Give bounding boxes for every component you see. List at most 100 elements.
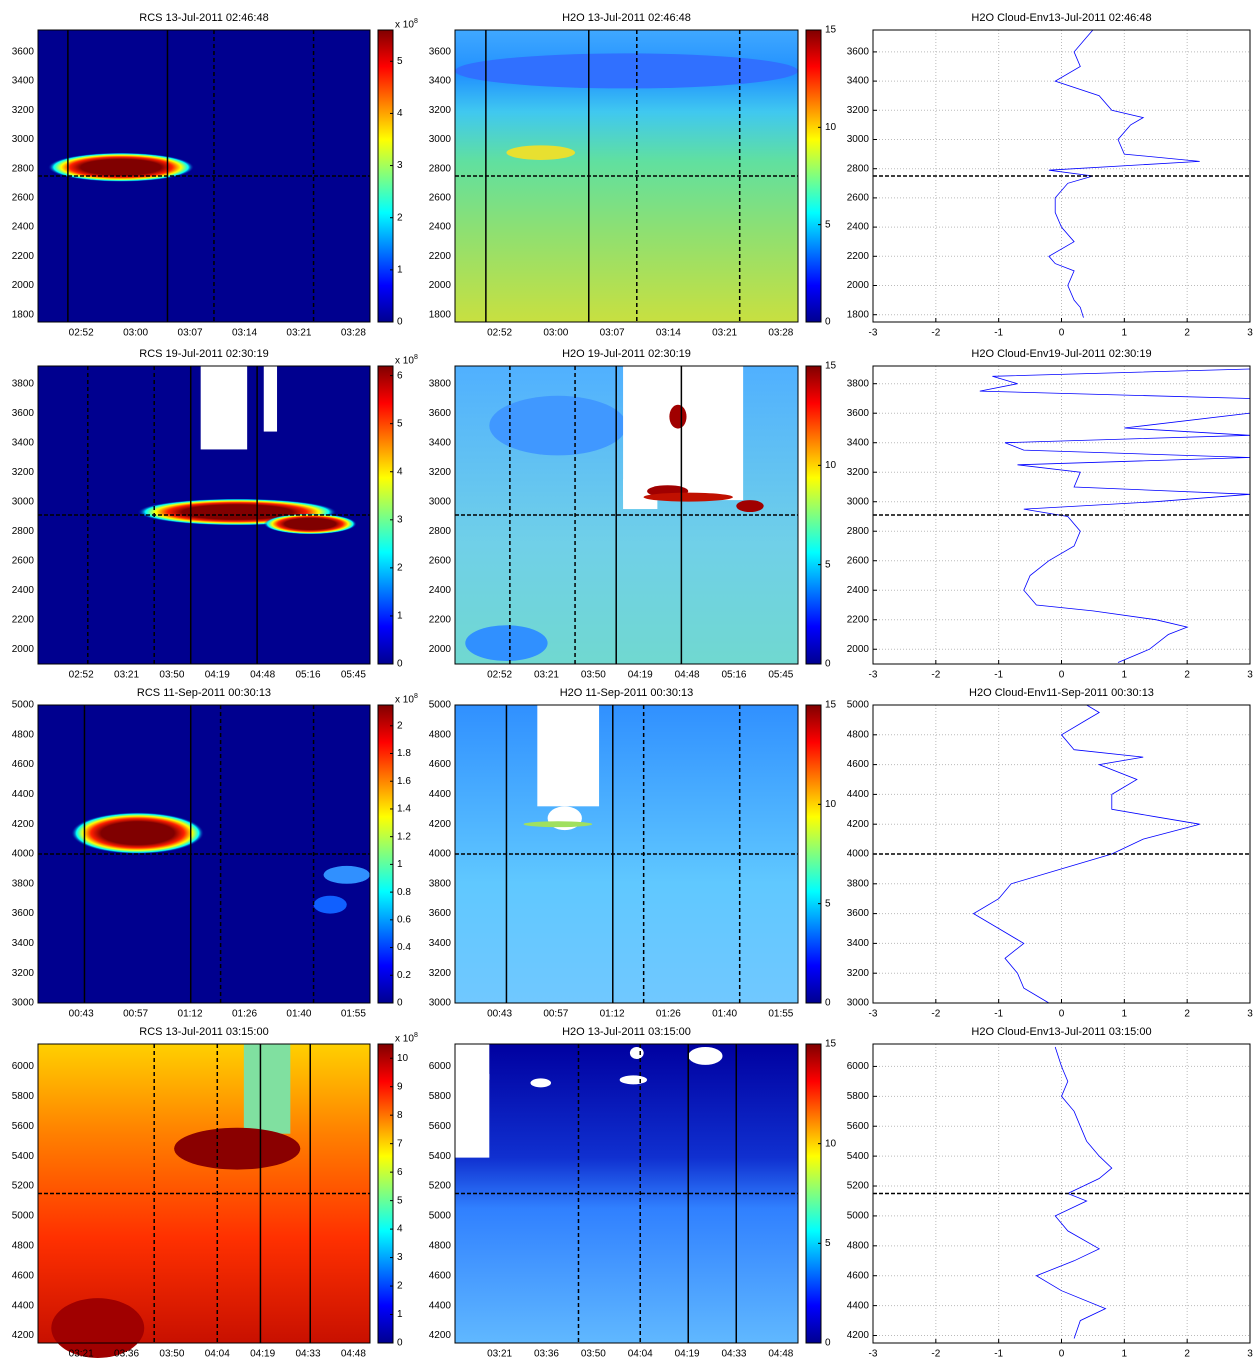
- panel: H2O Cloud-Env19-Jul-2011 02:30:19 2000 220…: [847, 348, 1253, 681]
- x-tick-label: 03:14: [656, 328, 681, 339]
- colorbar-tick-label: 10: [825, 1138, 837, 1149]
- panel-title: RCS 11-Sep-2011 00:30:13: [137, 687, 271, 699]
- y-tick-label: 3600: [12, 408, 35, 419]
- y-tick-label: 3400: [847, 76, 870, 87]
- panel-title: RCS 19-Jul-2011 02:30:19: [139, 348, 268, 360]
- x-tick-label: 04:19: [205, 670, 230, 681]
- axes-frame: [37, 1043, 371, 1344]
- x-tick-label: 1: [1122, 670, 1128, 681]
- x-tick-label: -2: [931, 328, 940, 339]
- panel: H2O 11-Sep-2011 00:30:13 3000 3200 3400 3600…: [429, 687, 837, 1020]
- panel-title: H2O Cloud-Env11-Sep-2011 00:30:13: [969, 687, 1154, 699]
- x-tick-label: 05:45: [768, 670, 793, 681]
- x-tick-label: 04:04: [628, 1349, 653, 1359]
- x-tick-label: 01:40: [712, 1009, 737, 1020]
- x-tick-label: 04:19: [675, 1349, 700, 1359]
- x-tick-label: 0: [1059, 328, 1065, 339]
- missing-data: [619, 1075, 648, 1085]
- colorbar: [805, 704, 822, 1004]
- y-tick-label: 5600: [12, 1121, 35, 1132]
- x-tick-label: 05:16: [721, 670, 746, 681]
- y-tick-label: 5000: [429, 1211, 452, 1222]
- y-tick-label: 2600: [12, 193, 35, 204]
- y-tick-label: 4600: [12, 1270, 35, 1281]
- y-tick-label: 3200: [847, 968, 870, 979]
- x-tick-label: 03:50: [159, 1349, 184, 1359]
- x-tick-label: 03:07: [178, 328, 203, 339]
- colorbar-tick-label: 1.4: [397, 804, 411, 815]
- x-tick-label: 0: [1059, 1349, 1065, 1359]
- y-tick-label: 3400: [12, 437, 35, 448]
- y-tick-label: 3000: [12, 998, 35, 1009]
- x-tick-label: 02:52: [487, 670, 512, 681]
- y-tick-label: 3600: [12, 47, 35, 58]
- y-tick-label: 4200: [429, 1330, 452, 1341]
- y-tick-label: 3600: [847, 908, 870, 919]
- y-tick-label: 2600: [847, 555, 870, 566]
- y-tick-label: 3200: [12, 105, 35, 116]
- y-tick-label: 4400: [429, 1300, 452, 1311]
- x-tick-label: 04:19: [250, 1349, 275, 1359]
- y-tick-label: 2200: [847, 614, 870, 625]
- x-tick-label: 1: [1122, 328, 1128, 339]
- y-tick-label: 5600: [429, 1121, 452, 1132]
- x-tick-label: 04:48: [768, 1349, 793, 1359]
- heatmap-feature: [736, 500, 764, 513]
- y-tick-label: 4400: [12, 1300, 35, 1311]
- colorbar-multiplier: x 10: [395, 20, 414, 31]
- y-tick-label: 4800: [12, 729, 35, 740]
- y-tick-label: 2400: [429, 222, 452, 233]
- x-tick-label: 03:21: [286, 328, 311, 339]
- colorbar-tick-label: 0.6: [397, 914, 411, 925]
- colorbar-tick-label: 1.6: [397, 776, 411, 787]
- y-tick-label: 5000: [12, 700, 35, 711]
- heatmap-feature: [71, 812, 204, 854]
- x-tick-label: 01:12: [600, 1009, 625, 1020]
- colorbar-tick-label: 15: [825, 25, 837, 36]
- y-tick-label: 3600: [429, 47, 452, 58]
- y-tick-label: 4200: [847, 1330, 870, 1341]
- panel-title: RCS 13-Jul-2011 02:46:48: [139, 12, 268, 24]
- x-tick-label: 02:52: [69, 670, 94, 681]
- y-tick-label: 2800: [429, 526, 452, 537]
- panel-title: H2O Cloud-Env19-Jul-2011 02:30:19: [971, 348, 1151, 360]
- x-tick-label: 03:14: [232, 328, 257, 339]
- colorbar-exponent: 8: [414, 18, 418, 25]
- y-tick-label: 4600: [429, 1270, 452, 1281]
- y-tick-label: 4600: [847, 759, 870, 770]
- panel-title: H2O 11-Sep-2011 00:30:13: [560, 687, 694, 699]
- y-tick-label: 3000: [429, 998, 452, 1009]
- y-tick-label: 2800: [12, 526, 35, 537]
- colorbar-tick-label: 15: [825, 1039, 837, 1050]
- panel: H2O 19-Jul-2011 02:30:19 2000 2200 2400 2600…: [429, 348, 837, 681]
- panel: H2O 13-Jul-2011 02:46:48 1800 2000 2200 2400…: [429, 12, 837, 339]
- y-tick-label: 3600: [847, 408, 870, 419]
- y-tick-label: 3800: [847, 378, 870, 389]
- colorbar-tick-label: 0: [825, 1338, 831, 1349]
- x-tick-label: 03:21: [69, 1349, 94, 1359]
- heatmap-feature: [174, 1127, 301, 1170]
- y-tick-label: 5600: [847, 1121, 870, 1132]
- heatmap-feature: [465, 625, 548, 662]
- colorbar-tick-label: 2: [397, 563, 403, 574]
- panel: H2O Cloud-Env13-Jul-2011 03:15:00 4200 440…: [847, 1026, 1253, 1359]
- y-tick-label: 3000: [429, 496, 452, 507]
- y-tick-label: 2000: [847, 644, 870, 655]
- y-tick-label: 2200: [12, 251, 35, 262]
- y-tick-label: 5400: [847, 1151, 870, 1162]
- missing-data: [200, 366, 248, 450]
- panel: H2O Cloud-Env11-Sep-2011 00:30:133000320…: [847, 687, 1253, 1020]
- y-tick-label: 2400: [429, 585, 452, 596]
- x-tick-label: -2: [931, 670, 940, 681]
- y-tick-label: 4800: [847, 1240, 870, 1251]
- colorbar-tick-label: 7: [397, 1138, 403, 1149]
- y-tick-label: 3000: [847, 134, 870, 145]
- colorbar-multiplier: x 10: [395, 1034, 414, 1045]
- y-tick-label: 4400: [429, 789, 452, 800]
- y-tick-label: 3400: [12, 76, 35, 87]
- x-tick-label: 00:57: [543, 1009, 568, 1020]
- y-tick-label: 4600: [12, 759, 35, 770]
- x-tick-label: 01:55: [341, 1009, 366, 1020]
- axes-frame: [454, 704, 799, 1004]
- colorbar-tick-label: 1: [397, 859, 403, 870]
